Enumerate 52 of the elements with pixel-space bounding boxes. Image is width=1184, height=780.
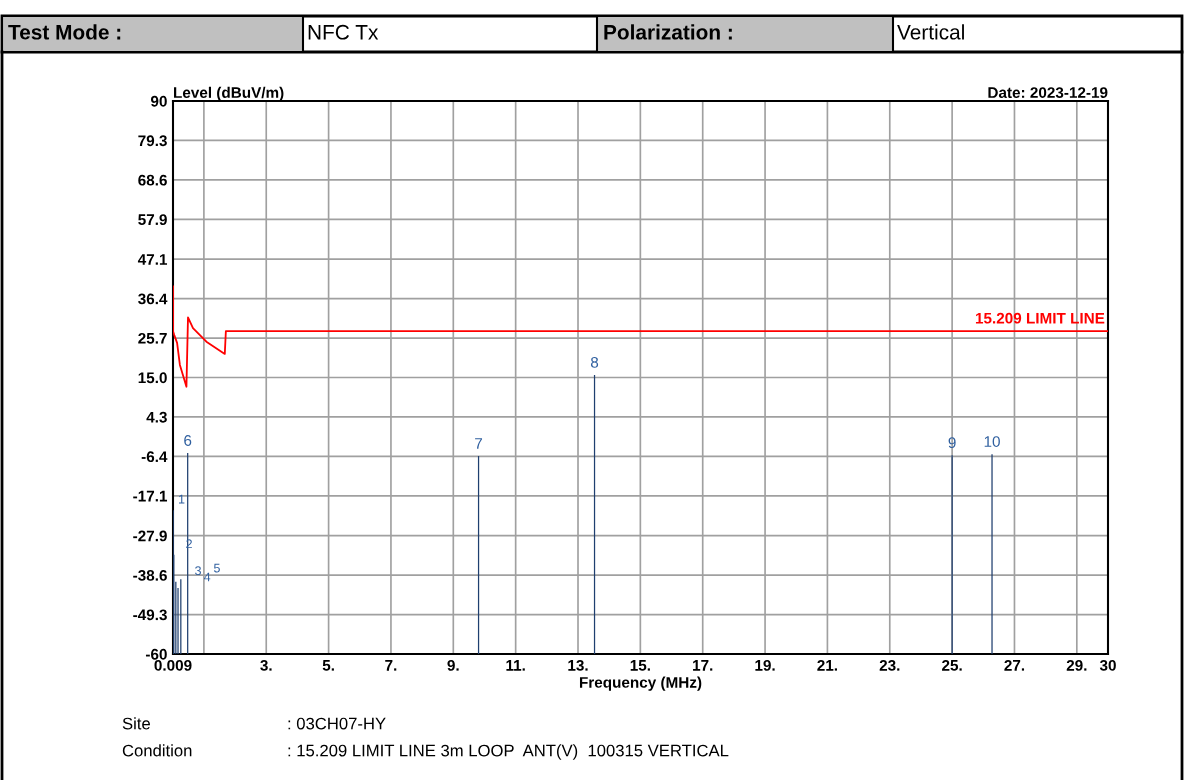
x-tick-label: 9.	[447, 659, 459, 671]
annotation: 4	[204, 572, 211, 582]
text: : 03CH07-HY	[288, 717, 386, 730]
x-tick-label: 15.	[630, 660, 650, 671]
x-tick-label: 29.	[1066, 659, 1087, 671]
y-tick-label: -38.6	[133, 569, 167, 581]
y-tick-label: -6.4	[141, 451, 168, 463]
annotation: 6	[184, 435, 192, 446]
x-tick-label: 23.	[879, 659, 900, 671]
x-tick-label: 21.	[817, 659, 837, 671]
series-label: 15.209 LIMIT LINE	[975, 312, 1105, 324]
y-tick-label: 68.6	[138, 174, 167, 186]
text: Date: 2023-12-19	[988, 87, 1108, 98]
x-tick-label: 7.	[385, 660, 397, 671]
y-tick-label: -60	[145, 648, 167, 660]
y-tick-label: -49.3	[133, 609, 167, 621]
annotation: 7	[475, 438, 483, 449]
x-tick-label: 25.	[942, 659, 962, 671]
text: : 15.209 LIMIT LINE 3m LOOP ANT(V) 100315 VERTICAL	[288, 744, 729, 760]
x-tick-label: 11.	[506, 660, 525, 671]
y-tick-label: -27.9	[133, 530, 167, 542]
annotation: 9	[948, 437, 956, 449]
annotation: 3	[195, 566, 201, 576]
text: Polarization :	[604, 24, 732, 40]
annotation: 10	[984, 436, 1000, 447]
y-tick-label: 57.9	[138, 214, 167, 226]
y-tick-label: 90	[150, 95, 167, 107]
x-tick-label: 30	[1099, 659, 1116, 671]
y-tick-label: -17.1	[133, 490, 168, 502]
text: Condition	[122, 744, 192, 757]
x-tick-label: 3.	[260, 659, 272, 671]
annotation: 5	[213, 563, 220, 573]
y-tick-label: 25.7	[138, 332, 167, 344]
x-tick-label: 27.	[1004, 659, 1025, 671]
x-tick-label: 0.009	[154, 659, 192, 671]
x-tick-label: 13.	[568, 659, 588, 671]
y-tick-label: 15.0	[138, 372, 167, 384]
text: Test Mode :	[8, 24, 121, 40]
annotation: 8	[590, 356, 599, 368]
annotation: 1	[179, 494, 185, 504]
x-axis-title: Frequency (MHz)	[579, 676, 702, 691]
y-tick-label: 79.3	[138, 135, 167, 147]
x-tick-label: 5.	[322, 660, 334, 671]
y-tick-label: 4.3	[146, 411, 167, 423]
x-tick-label: 17.	[693, 660, 713, 671]
y-tick-label: 47.1	[137, 254, 168, 265]
y-tick-label: 36.4	[138, 293, 168, 305]
text: Vertical	[897, 24, 964, 40]
y-axis-title: Level (dBuV/m)	[174, 86, 284, 101]
text: Site	[122, 717, 150, 730]
x-tick-label: 19.	[755, 659, 775, 671]
text: NFC Tx	[308, 24, 379, 40]
